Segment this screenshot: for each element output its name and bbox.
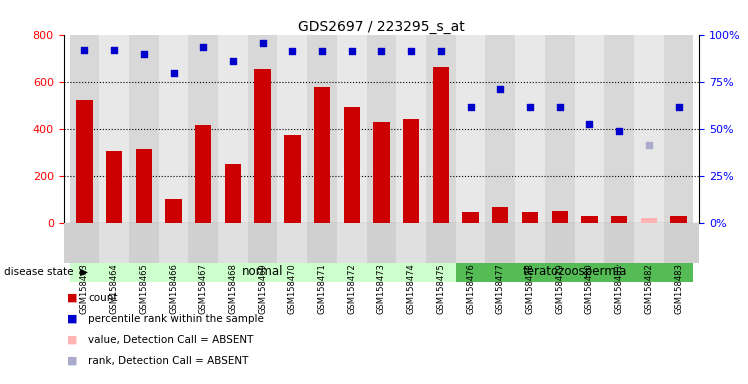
Bar xyxy=(574,223,604,263)
Bar xyxy=(641,218,657,223)
Point xyxy=(286,48,298,54)
Bar xyxy=(307,35,337,223)
Bar xyxy=(634,35,663,223)
Bar xyxy=(307,223,337,263)
Text: rank, Detection Call = ABSENT: rank, Detection Call = ABSENT xyxy=(88,356,248,366)
Bar xyxy=(492,207,509,223)
Point xyxy=(613,128,625,134)
Point xyxy=(583,121,595,127)
Bar xyxy=(670,216,687,223)
Bar xyxy=(396,35,426,223)
Bar xyxy=(581,216,598,223)
Bar xyxy=(663,35,693,223)
Point xyxy=(554,104,565,111)
Text: disease state  ▶: disease state ▶ xyxy=(4,266,88,277)
Point xyxy=(346,48,358,54)
Bar xyxy=(515,223,545,263)
Bar xyxy=(545,35,574,223)
Text: ■: ■ xyxy=(67,335,78,345)
Bar xyxy=(129,35,159,223)
Bar xyxy=(284,134,301,223)
Bar xyxy=(254,69,271,223)
Bar xyxy=(188,223,218,263)
Point xyxy=(108,47,120,53)
Bar xyxy=(343,108,360,223)
Bar xyxy=(663,223,693,263)
Bar xyxy=(218,35,248,223)
Bar xyxy=(248,223,278,263)
Point xyxy=(79,47,91,53)
Bar xyxy=(70,223,99,263)
Bar xyxy=(159,223,188,263)
Bar xyxy=(159,35,188,223)
Text: teratozoospermia: teratozoospermia xyxy=(522,265,627,278)
Bar xyxy=(367,35,396,223)
Bar xyxy=(70,261,456,282)
Bar xyxy=(337,223,367,263)
Bar xyxy=(367,223,396,263)
Bar xyxy=(278,35,307,223)
Bar xyxy=(278,223,307,263)
Bar xyxy=(456,35,485,223)
Point xyxy=(405,48,417,54)
Bar xyxy=(218,223,248,263)
Point xyxy=(672,104,684,111)
Bar xyxy=(76,101,93,223)
Bar xyxy=(485,35,515,223)
Point xyxy=(316,48,328,54)
Point xyxy=(465,104,476,111)
Bar xyxy=(545,223,574,263)
Bar xyxy=(551,211,568,223)
Bar xyxy=(224,164,241,223)
Bar xyxy=(314,88,330,223)
Bar xyxy=(106,151,122,223)
Bar xyxy=(129,223,159,263)
Point xyxy=(643,142,654,148)
Text: count: count xyxy=(88,293,117,303)
Bar xyxy=(462,212,479,223)
Bar xyxy=(456,261,693,282)
Bar xyxy=(604,35,634,223)
Bar xyxy=(195,125,212,223)
Bar xyxy=(522,212,539,223)
Point xyxy=(138,51,150,57)
Text: ■: ■ xyxy=(67,356,78,366)
Point xyxy=(168,70,180,76)
Bar xyxy=(611,216,628,223)
Bar xyxy=(188,35,218,223)
Point xyxy=(227,58,239,64)
Bar xyxy=(426,223,456,263)
Bar xyxy=(604,223,634,263)
Bar xyxy=(426,35,456,223)
Text: ■: ■ xyxy=(67,314,78,324)
Bar xyxy=(403,119,420,223)
Point xyxy=(197,45,209,51)
Bar xyxy=(373,122,390,223)
Bar xyxy=(515,35,545,223)
Bar xyxy=(433,68,449,223)
Bar xyxy=(456,223,485,263)
Text: normal: normal xyxy=(242,265,283,278)
Bar xyxy=(70,35,99,223)
Point xyxy=(435,48,447,54)
Text: value, Detection Call = ABSENT: value, Detection Call = ABSENT xyxy=(88,335,254,345)
Bar xyxy=(99,35,129,223)
Point xyxy=(375,48,387,54)
Bar xyxy=(135,149,152,223)
Point xyxy=(494,86,506,92)
Bar xyxy=(337,35,367,223)
Text: percentile rank within the sample: percentile rank within the sample xyxy=(88,314,264,324)
Bar xyxy=(634,223,663,263)
Text: ■: ■ xyxy=(67,293,78,303)
Bar xyxy=(165,199,182,223)
Bar xyxy=(248,35,278,223)
Bar xyxy=(396,223,426,263)
Point xyxy=(257,40,269,46)
Bar xyxy=(485,223,515,263)
Point xyxy=(524,104,536,111)
Title: GDS2697 / 223295_s_at: GDS2697 / 223295_s_at xyxy=(298,20,465,33)
Bar xyxy=(99,223,129,263)
Bar xyxy=(574,35,604,223)
